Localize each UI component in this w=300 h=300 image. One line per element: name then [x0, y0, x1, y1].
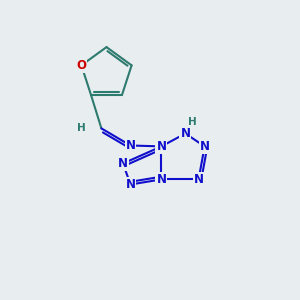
Text: N: N	[125, 139, 136, 152]
Text: H: H	[188, 117, 196, 127]
Text: N: N	[125, 178, 136, 191]
Text: N: N	[156, 173, 167, 186]
Text: H: H	[77, 123, 86, 134]
Text: N: N	[156, 140, 167, 153]
Text: N: N	[200, 140, 210, 153]
Text: O: O	[76, 59, 86, 72]
Text: N: N	[194, 173, 204, 186]
Text: N: N	[180, 127, 190, 140]
Text: N: N	[118, 157, 128, 170]
